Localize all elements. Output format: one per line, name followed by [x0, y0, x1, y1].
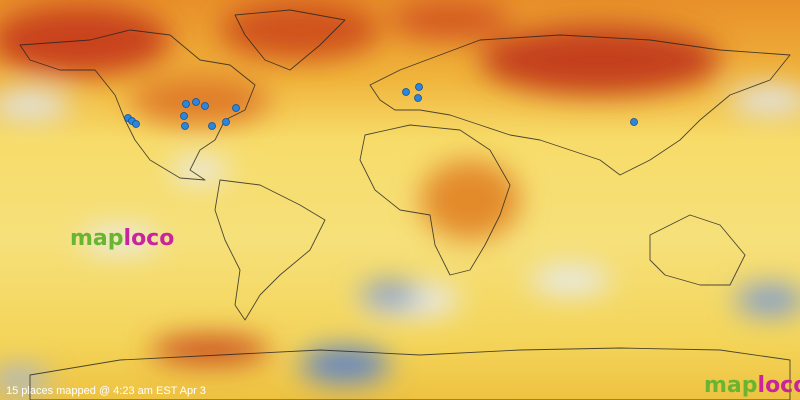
- logo-map: map: [704, 373, 758, 398]
- place-marker[interactable]: [222, 118, 230, 126]
- place-marker[interactable]: [414, 94, 422, 102]
- place-marker[interactable]: [415, 83, 423, 91]
- logo: maploco: [704, 373, 800, 398]
- logo: maploco: [70, 226, 174, 251]
- place-marker[interactable]: [132, 120, 140, 128]
- logo-loco: loco: [758, 373, 800, 398]
- place-marker[interactable]: [208, 122, 216, 130]
- place-marker[interactable]: [181, 122, 189, 130]
- place-marker[interactable]: [630, 118, 638, 126]
- place-marker[interactable]: [402, 88, 410, 96]
- place-marker[interactable]: [180, 112, 188, 120]
- logo-map: map: [70, 226, 124, 251]
- place-markers: [124, 83, 638, 130]
- place-marker[interactable]: [201, 102, 209, 110]
- place-marker[interactable]: [182, 100, 190, 108]
- logo-loco: loco: [124, 226, 175, 251]
- continents: [19, 9, 791, 400]
- status-text: 15 places mapped @ 4:23 am EST Apr 3: [6, 385, 206, 397]
- place-marker[interactable]: [192, 98, 200, 106]
- place-marker[interactable]: [232, 104, 240, 112]
